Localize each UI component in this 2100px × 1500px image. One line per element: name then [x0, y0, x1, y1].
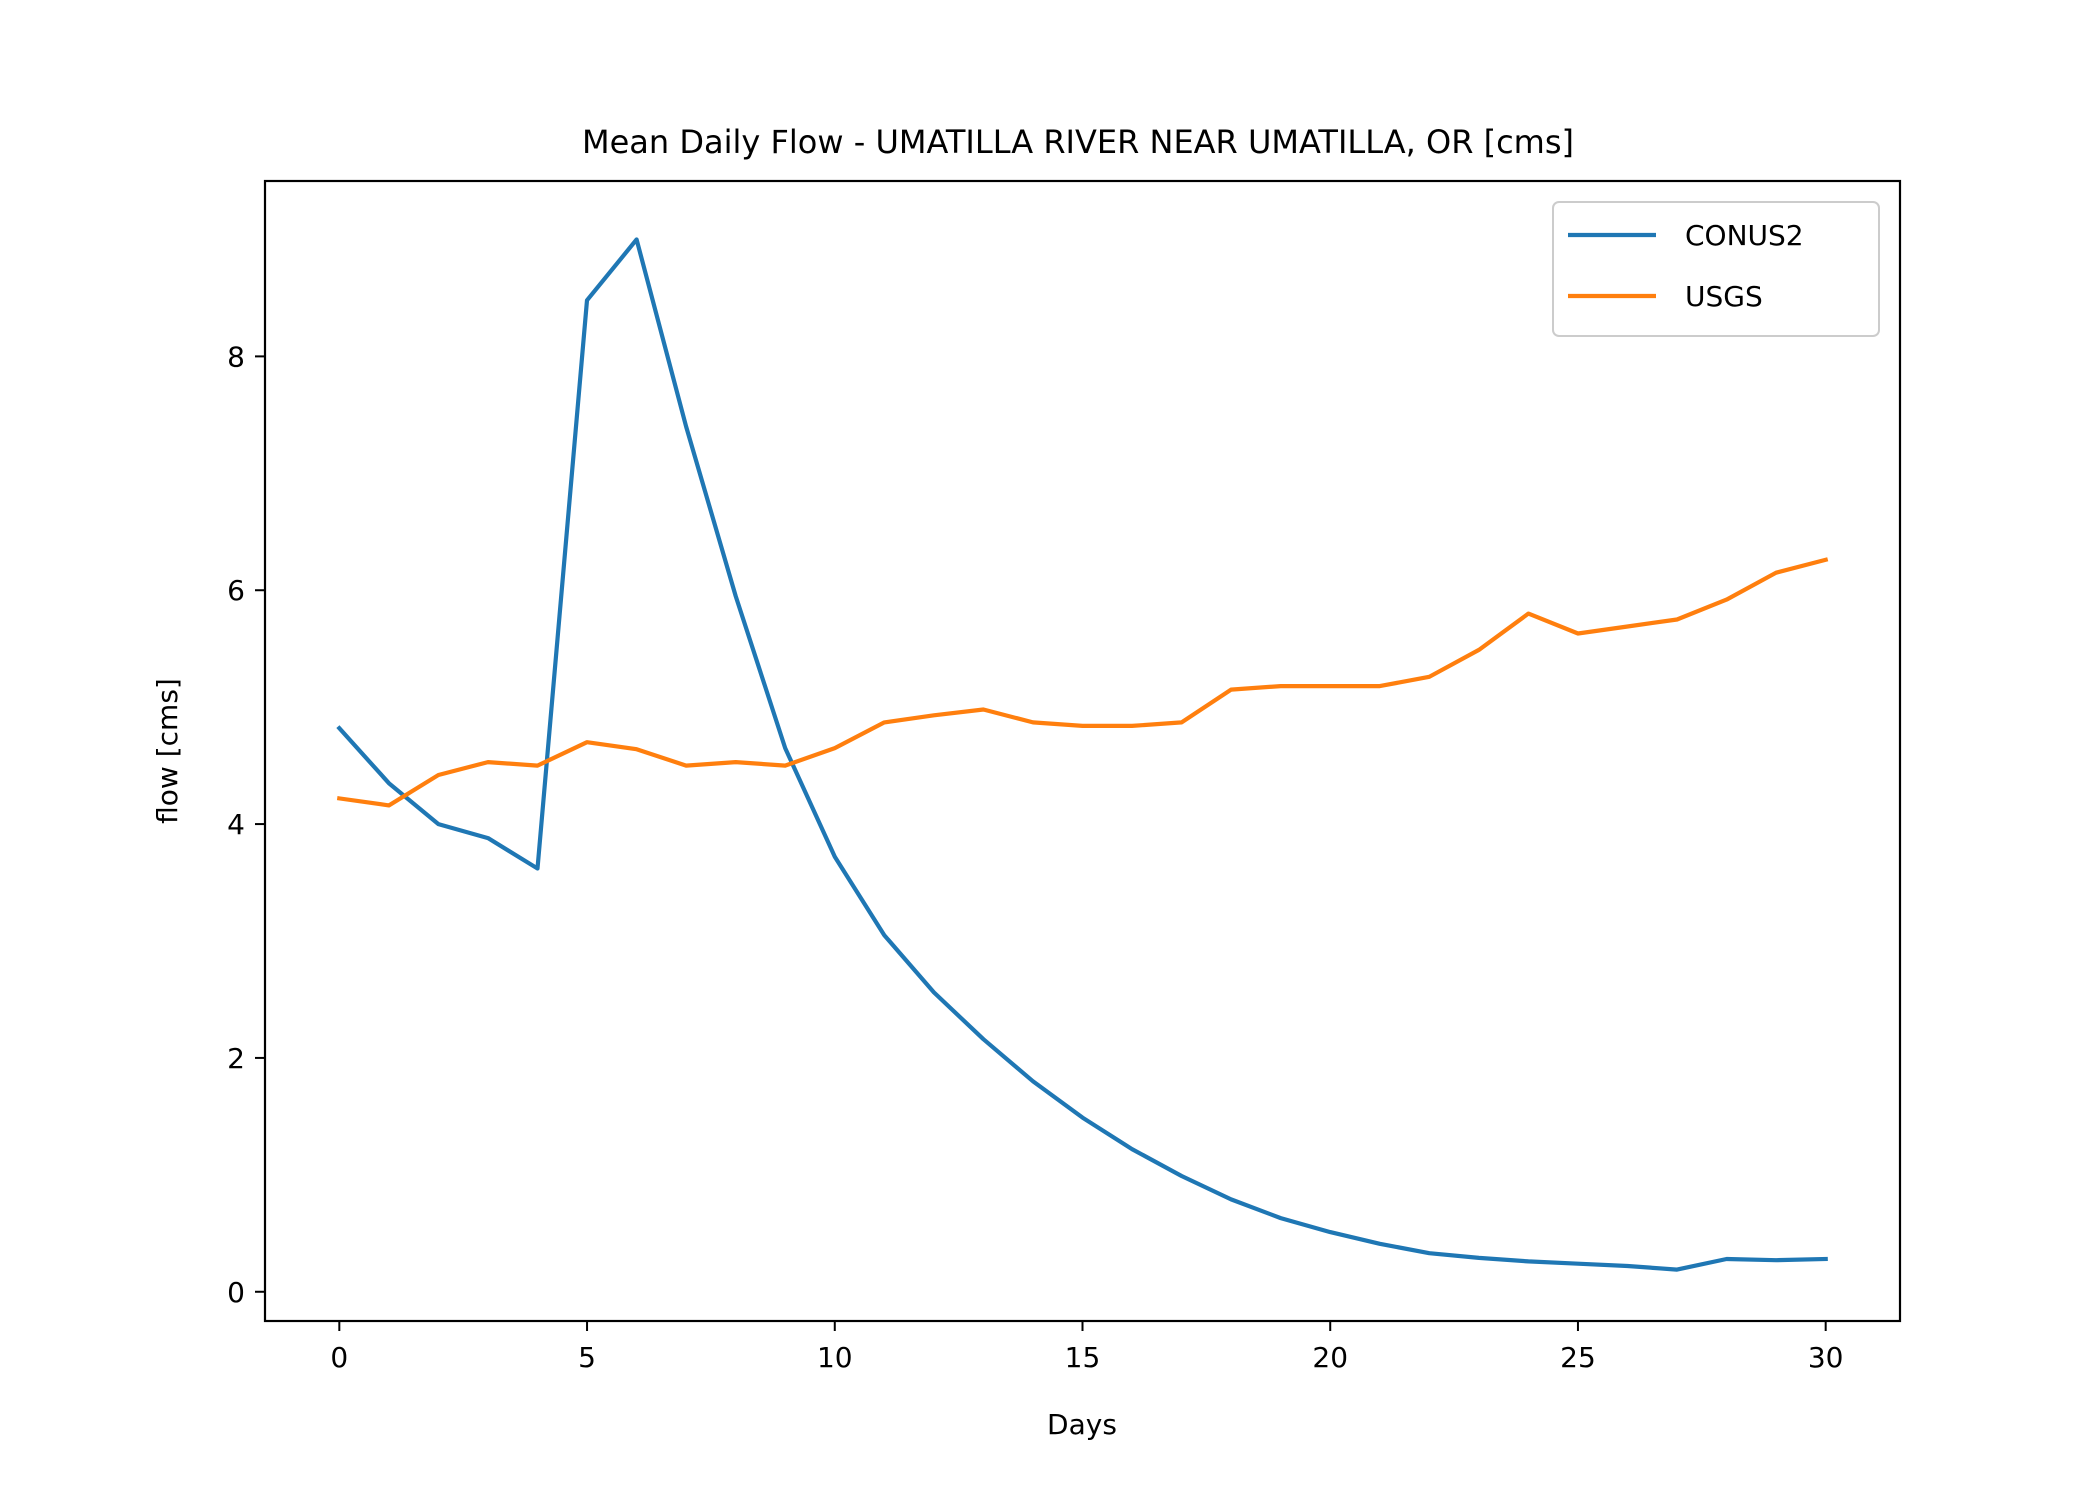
chart-title: Mean Daily Flow - UMATILLA RIVER NEAR UM… [582, 123, 1574, 161]
axis-ticks: 0 5 10 15 20 25 30 0 2 4 6 8 [227, 340, 1843, 1374]
x-tick-label: 5 [578, 1341, 596, 1374]
series-line-usgs [336, 557, 1829, 808]
legend-label-conus2: CONUS2 [1685, 219, 1804, 252]
y-axis-label: flow [cms] [151, 678, 184, 824]
x-tick-label: 10 [817, 1341, 853, 1374]
x-tick-label: 0 [330, 1341, 348, 1374]
y-tick-label: 0 [227, 1276, 245, 1309]
y-tick-label: 2 [227, 1042, 245, 1075]
plot-frame [263, 179, 1902, 1323]
x-tick-label: 15 [1065, 1341, 1101, 1374]
plot-lines [336, 237, 1829, 1272]
series-line-conus2 [336, 237, 1828, 1272]
x-tick-label: 30 [1808, 1341, 1844, 1374]
y-tick-label: 8 [227, 340, 245, 373]
y-tick-label: 6 [227, 574, 245, 607]
x-axis-label: Days [1047, 1408, 1117, 1441]
legend: CONUS2 USGS [1552, 201, 1880, 337]
x-tick-label: 25 [1560, 1341, 1596, 1374]
x-tick-label: 20 [1312, 1341, 1348, 1374]
legend-label-usgs: USGS [1685, 280, 1763, 313]
y-tick-label: 4 [227, 808, 245, 841]
